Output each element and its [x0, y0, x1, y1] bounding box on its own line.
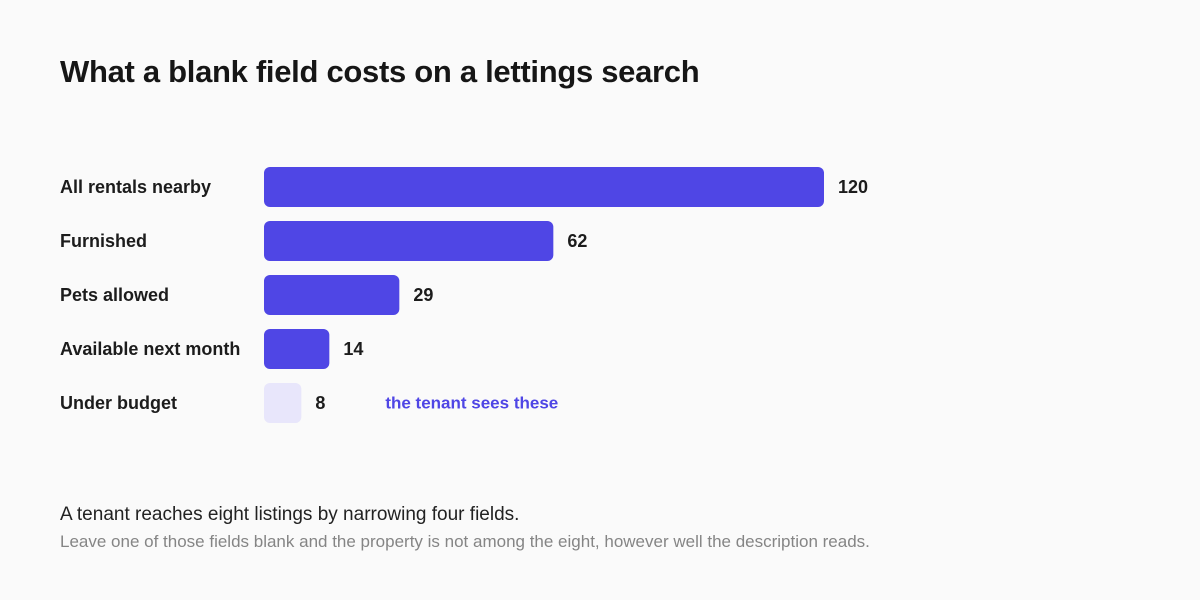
bar	[264, 275, 400, 315]
subcaption: Leave one of those fields blank and the …	[60, 532, 870, 551]
bar	[264, 221, 554, 261]
category-label: Pets allowed	[60, 285, 169, 305]
annotation-label: the tenant sees these	[385, 394, 558, 413]
value-label: 62	[567, 231, 587, 251]
chart-title: What a blank field costs on a lettings s…	[60, 54, 700, 89]
category-label: Available next month	[60, 339, 240, 359]
category-label: All rentals nearby	[60, 177, 211, 197]
category-label: Under budget	[60, 393, 177, 413]
bar	[264, 329, 330, 369]
value-label: 120	[838, 177, 868, 197]
bar-highlighted	[264, 383, 302, 423]
value-label: 29	[413, 285, 433, 305]
value-label: 8	[315, 393, 325, 413]
caption: A tenant reaches eight listings by narro…	[60, 504, 520, 525]
category-label: Furnished	[60, 231, 147, 251]
value-label: 14	[343, 339, 363, 359]
bar	[264, 167, 824, 207]
